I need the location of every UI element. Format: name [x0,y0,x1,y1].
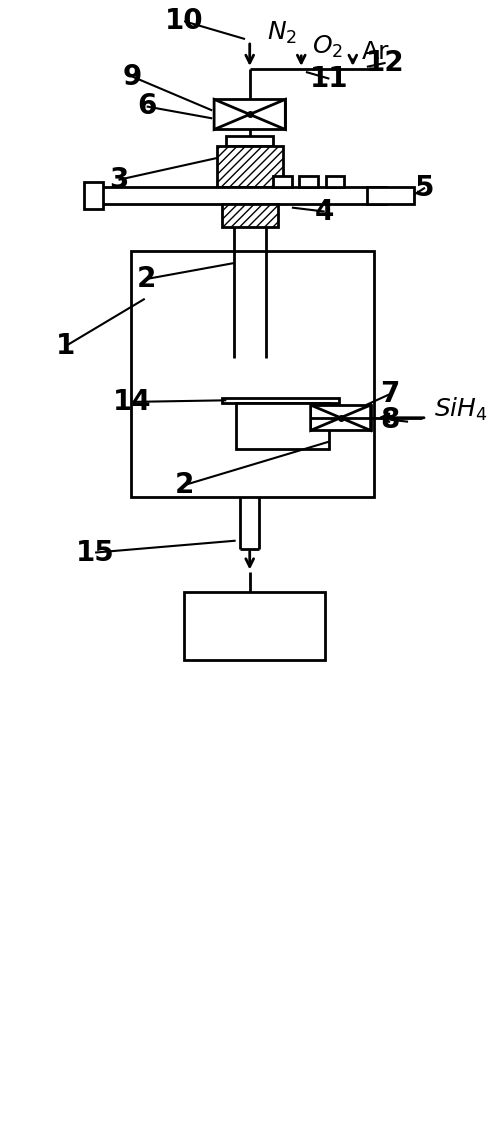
Bar [131,252,374,496]
Bar [95,186,386,204]
Text: 10: 10 [165,7,203,35]
Text: 11: 11 [310,65,349,93]
Text: 6: 6 [137,93,156,120]
Text: $N_2$: $N_2$ [267,19,297,46]
Bar [367,186,414,204]
Polygon shape [310,405,340,430]
Bar [184,593,325,660]
Text: 7: 7 [381,380,400,408]
Bar [273,176,292,186]
Text: 3: 3 [109,166,128,193]
Text: 1: 1 [56,333,75,360]
Bar [217,146,282,186]
Bar [236,403,329,450]
Bar [226,136,273,146]
Polygon shape [214,100,250,129]
Bar [326,176,344,186]
Text: 9: 9 [123,63,142,90]
Bar [310,405,370,430]
Bar [221,204,278,228]
Bar [214,100,285,129]
Text: 4: 4 [315,198,335,225]
Bar [221,398,338,403]
Text: 2: 2 [137,265,156,293]
Text: 14: 14 [113,388,152,416]
Polygon shape [340,405,370,430]
Text: 2: 2 [175,471,194,499]
Text: Ar: Ar [362,40,390,64]
Text: $SiH_4$: $SiH_4$ [434,396,488,423]
Text: 15: 15 [76,539,115,566]
Polygon shape [250,100,285,129]
Text: 5: 5 [415,174,435,201]
Text: $O_2$: $O_2$ [312,34,343,61]
Bar [84,182,103,208]
Text: 12: 12 [366,49,405,77]
Bar [299,176,318,186]
Text: 8: 8 [381,406,400,434]
